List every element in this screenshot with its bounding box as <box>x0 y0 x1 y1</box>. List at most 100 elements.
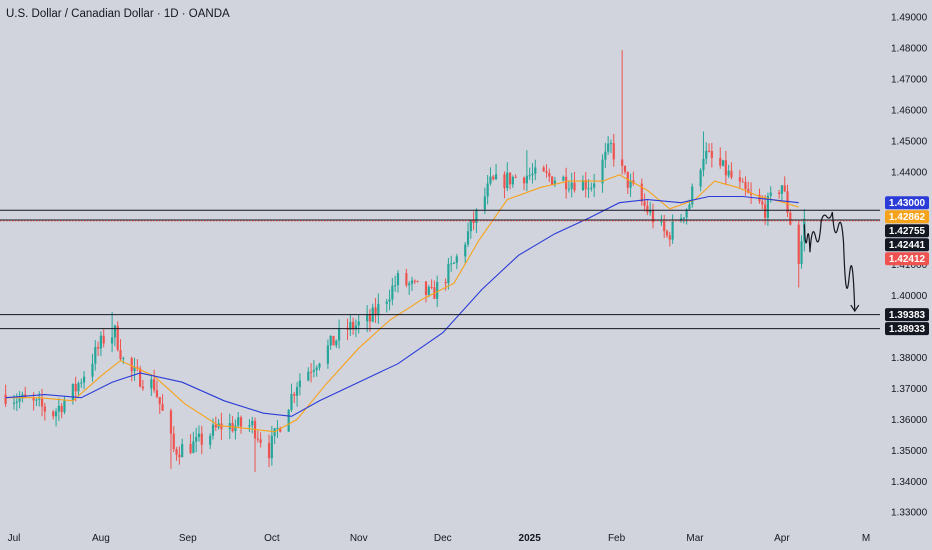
y-tick-label: 1.40000 <box>891 291 928 302</box>
candle <box>158 396 161 414</box>
candle <box>366 305 369 333</box>
candle <box>307 367 310 382</box>
candle <box>511 175 514 188</box>
candle <box>626 171 629 195</box>
candle <box>738 169 741 188</box>
candle <box>267 434 271 468</box>
candle <box>604 142 607 168</box>
candle <box>371 303 374 323</box>
candle <box>80 378 83 388</box>
x-tick-label: Mar <box>686 533 704 544</box>
candle <box>237 412 240 428</box>
candle <box>444 278 447 291</box>
candle <box>789 209 792 226</box>
candle <box>385 299 388 313</box>
candle <box>276 420 279 438</box>
candle <box>169 408 173 469</box>
price-tags-layer: 1.43000 1.42862 1.42755 1.42441 1.42412 1.393… <box>885 196 929 336</box>
horizontal-levels-layer <box>0 209 880 330</box>
projection-path <box>803 211 856 312</box>
candle <box>548 168 551 182</box>
candle <box>192 431 195 454</box>
price-tag-label: 1.42441 <box>889 240 926 251</box>
candle <box>609 139 613 153</box>
candle <box>52 409 55 420</box>
time-axis[interactable]: Jul Aug Sep Oct Nov Dec 2025 Feb Mar Apr M <box>8 533 871 544</box>
y-tick-label: 1.33000 <box>891 508 928 519</box>
candle <box>388 289 391 311</box>
candle <box>416 280 419 283</box>
price-tag-label: 1.39383 <box>889 310 926 321</box>
candle <box>466 222 470 248</box>
candle <box>531 163 534 184</box>
y-tick-label: 1.34000 <box>891 477 928 488</box>
candle <box>727 164 730 178</box>
candle <box>593 173 596 197</box>
candle <box>290 383 293 413</box>
y-tick-label: 1.44000 <box>891 167 928 178</box>
candle <box>601 154 604 193</box>
candle <box>35 398 38 407</box>
candle <box>270 425 273 466</box>
candle <box>685 208 688 225</box>
candle <box>483 187 486 215</box>
y-tick-label: 1.41000 <box>891 260 928 271</box>
candle <box>730 162 733 180</box>
candle <box>63 396 66 415</box>
candle <box>119 339 122 362</box>
candle <box>632 171 635 186</box>
candle <box>335 339 338 348</box>
candle <box>450 255 453 272</box>
chart-title: U.S. Dollar / Canadian Dollar · 1D · OAN… <box>6 8 230 20</box>
y-tick-label: 1.37000 <box>891 384 928 395</box>
candle <box>570 172 573 198</box>
candle <box>77 381 80 396</box>
candle <box>293 391 296 404</box>
candle <box>60 402 63 419</box>
candle <box>581 175 585 191</box>
candle <box>102 329 105 348</box>
candle <box>489 167 492 186</box>
candle <box>161 394 164 411</box>
candle <box>253 417 257 473</box>
candle <box>553 176 557 187</box>
candle <box>209 433 212 450</box>
x-tick-label: M <box>862 533 870 544</box>
candle <box>744 176 747 196</box>
price-tag-1.43000: 1.43000 <box>885 196 929 210</box>
candle <box>231 416 234 433</box>
projection-arrowhead-icon <box>850 304 860 313</box>
candle <box>338 319 341 349</box>
candle <box>374 297 377 323</box>
candle <box>525 150 528 192</box>
candle <box>472 211 475 231</box>
candle <box>455 253 458 270</box>
candle <box>640 178 643 206</box>
candle <box>800 235 803 269</box>
price-tag-label: 1.38933 <box>889 324 926 335</box>
candle <box>309 363 313 383</box>
price-axis[interactable]: 1.33000 1.34000 1.35000 1.36000 1.37000 1.380… <box>891 13 928 519</box>
candle <box>130 356 133 382</box>
candle <box>643 193 646 212</box>
candle <box>394 275 397 292</box>
candle <box>248 419 251 433</box>
candle <box>528 167 531 180</box>
candle <box>96 341 100 356</box>
candle <box>217 418 220 430</box>
price-tag-label: 1.42412 <box>889 254 926 265</box>
candle <box>396 270 400 293</box>
candle <box>326 339 329 369</box>
price-tag-1.39383: 1.39383 <box>885 308 929 322</box>
y-tick-label: 1.35000 <box>891 446 928 457</box>
candle <box>702 131 705 177</box>
candle <box>178 446 181 465</box>
candle <box>719 147 722 169</box>
candle <box>427 285 430 298</box>
price-tag-1.42441: 1.42441 <box>885 238 929 252</box>
candle <box>724 150 727 186</box>
candle <box>565 167 568 199</box>
candle <box>38 391 41 407</box>
candle <box>94 340 97 371</box>
